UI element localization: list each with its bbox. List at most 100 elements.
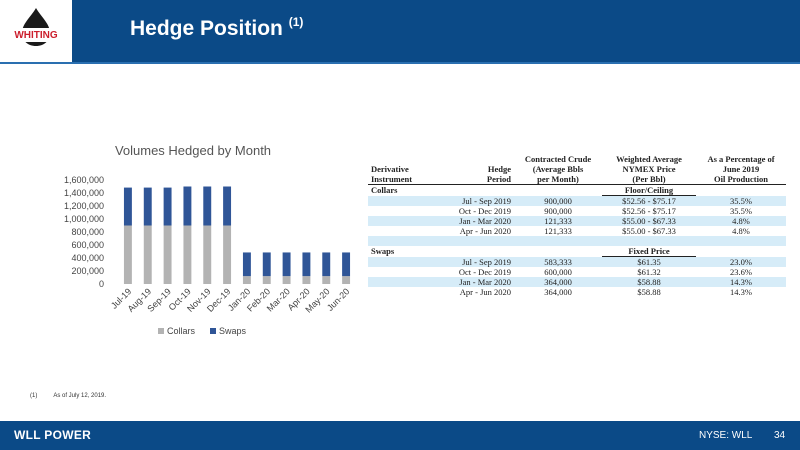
hedge-period-cell: Jul - Sep 2019 <box>446 195 514 206</box>
hedge-period-cell: Apr - Jun 2020 <box>459 226 511 236</box>
stacked-bar-chart: Volumes Hedged by Month 0 200,000 400,000 6… <box>64 143 352 336</box>
page-title-text: Hedge Position <box>130 17 283 40</box>
price-cell: $58.88 <box>602 277 696 287</box>
legend-swatch-swaps <box>210 328 216 334</box>
hedge-period-cell: Jul - Sep 2019 <box>446 256 514 267</box>
header-percent-line3: Oil Production <box>696 174 786 185</box>
price-cell: $55.00 - $67.33 <box>602 216 696 226</box>
volume-cell: 364,000 <box>514 277 602 287</box>
swaps-label: Swaps <box>371 246 395 257</box>
percent-cell: 35.5% <box>696 195 786 206</box>
y-tick-label: 800,000 <box>71 227 104 237</box>
percent-cell: 23.6% <box>730 267 752 277</box>
swaps-section-row: Swaps Fixed Price <box>368 246 786 257</box>
bar-swaps-oct-19 <box>183 186 192 226</box>
percent-cell: 4.8% <box>732 226 750 236</box>
footer-ticker: NYSE: WLL <box>699 430 753 441</box>
company-logo: WHITING <box>0 0 72 62</box>
table-row: Jan - Mar 2020 364,000 $58.88 14.3% <box>368 277 786 287</box>
bar-collars-may-20 <box>322 276 331 284</box>
percent-cell: 4.8% <box>696 216 786 226</box>
header-instrument-line2: Instrument <box>368 174 446 185</box>
volumes-hedged-chart: Volumes Hedged by Month 0 200,000 400,000 6… <box>60 138 360 378</box>
legend-label-collars: Collars <box>167 326 196 336</box>
table-row: Oct - Dec 2019 900,000 $52.56 - $75.17 3… <box>368 206 786 216</box>
percent-cell: 23.0% <box>696 256 786 267</box>
volume-cell: 364,000 <box>544 287 572 297</box>
collars-section-row: Collars Floor/Ceiling <box>368 184 786 196</box>
volume-cell: 583,333 <box>514 256 602 267</box>
header-percent-line2: June 2019 <box>722 164 760 174</box>
x-tick-label: Jun-20 <box>325 286 352 313</box>
collars-price-type: Floor/Ceiling <box>602 184 696 196</box>
price-cell: $52.56 - $75.17 <box>622 206 676 216</box>
hedge-period-cell: Oct - Dec 2019 <box>458 206 511 216</box>
header-volume-line3: per Month) <box>514 174 602 185</box>
header-price-line2: NYMEX Price <box>622 164 676 174</box>
bar-swaps-feb-20 <box>262 252 271 277</box>
bar-swaps-jul-19 <box>123 187 132 226</box>
footer-brand: WLL POWER <box>14 428 92 442</box>
percent-cell: 14.3% <box>696 277 786 287</box>
bar-collars-dec-19 <box>223 225 232 284</box>
bar-swaps-nov-19 <box>203 186 212 226</box>
y-tick-label: 1,200,000 <box>64 201 104 211</box>
bar-swaps-jan-20 <box>242 252 251 277</box>
header-period-line1: Hedge <box>487 164 511 174</box>
hedge-period-cell: Oct - Dec 2019 <box>458 267 511 277</box>
bar-swaps-aug-19 <box>143 187 152 226</box>
chart-title: Volumes Hedged by Month <box>115 143 271 158</box>
footnote: (1) As of July 12, 2019. <box>30 393 106 399</box>
bar-swaps-may-20 <box>322 252 331 277</box>
header-bar <box>0 0 800 62</box>
page-number: 34 <box>774 430 786 441</box>
bar-collars-apr-20 <box>302 276 311 284</box>
y-tick-label: 1,400,000 <box>64 188 104 198</box>
header-period-line2: Period <box>446 174 514 185</box>
table-row: Apr - Jun 2020 121,333 $55.00 - $67.33 4… <box>368 226 786 236</box>
header-volume-line1: Contracted Crude <box>524 154 592 164</box>
price-cell: $55.00 - $67.33 <box>622 226 676 236</box>
header-volume-line2: (Average Bbls <box>532 164 584 174</box>
footer-bar <box>0 421 800 450</box>
volume-cell: 900,000 <box>514 195 602 206</box>
title-footnote-marker: (1) <box>288 15 304 29</box>
bar-collars-jan-20 <box>242 276 251 284</box>
table-row: Jul - Sep 2019 900,000 $52.56 - $75.17 3… <box>368 195 786 206</box>
volume-cell: 900,000 <box>544 206 572 216</box>
y-tick-label: 400,000 <box>71 253 104 263</box>
legend-label-swaps: Swaps <box>219 326 247 336</box>
price-cell: $58.88 <box>637 287 661 297</box>
oil-drop-logo-icon <box>12 8 60 46</box>
logo-text: WHITING <box>14 30 58 41</box>
bar-swaps-dec-19 <box>223 186 232 226</box>
bar-collars-jun-20 <box>342 276 351 284</box>
footnote-number: (1) <box>30 393 38 399</box>
bar-swaps-mar-20 <box>282 252 291 277</box>
header-price-line1: Weighted Average <box>616 154 682 164</box>
bar-collars-jul-19 <box>123 225 132 284</box>
volume-cell: 121,333 <box>544 226 572 236</box>
volume-cell: 600,000 <box>544 267 572 277</box>
table-row: Oct - Dec 2019 600,000 $61.32 23.6% <box>368 267 786 277</box>
volume-cell: 121,333 <box>514 216 602 226</box>
bar-collars-oct-19 <box>183 225 192 284</box>
bar-collars-mar-20 <box>282 276 291 284</box>
hedge-period-cell: Apr - Jun 2020 <box>459 287 511 297</box>
y-tick-label: 1,600,000 <box>64 175 104 185</box>
collars-label: Collars <box>371 185 398 196</box>
y-tick-label: 600,000 <box>71 240 104 250</box>
header-percent-line1: As a Percentage of <box>707 154 775 164</box>
header-price-line3: (Per Bbl) <box>602 174 696 185</box>
bar-swaps-sep-19 <box>163 187 172 226</box>
spacer-row <box>368 236 786 246</box>
y-tick-label: 200,000 <box>71 266 104 276</box>
legend-swatch-collars <box>158 328 164 334</box>
hedge-period-cell: Jan - Mar 2020 <box>446 277 514 287</box>
hedge-table: Contracted Crude Weighted Average As a P… <box>368 154 786 297</box>
footnote-text: As of July 12, 2019. <box>53 393 107 399</box>
percent-cell: 14.3% <box>730 287 752 297</box>
hedge-period-cell: Jan - Mar 2020 <box>446 216 514 226</box>
bar-swaps-apr-20 <box>302 252 311 277</box>
bar-collars-sep-19 <box>163 225 172 284</box>
